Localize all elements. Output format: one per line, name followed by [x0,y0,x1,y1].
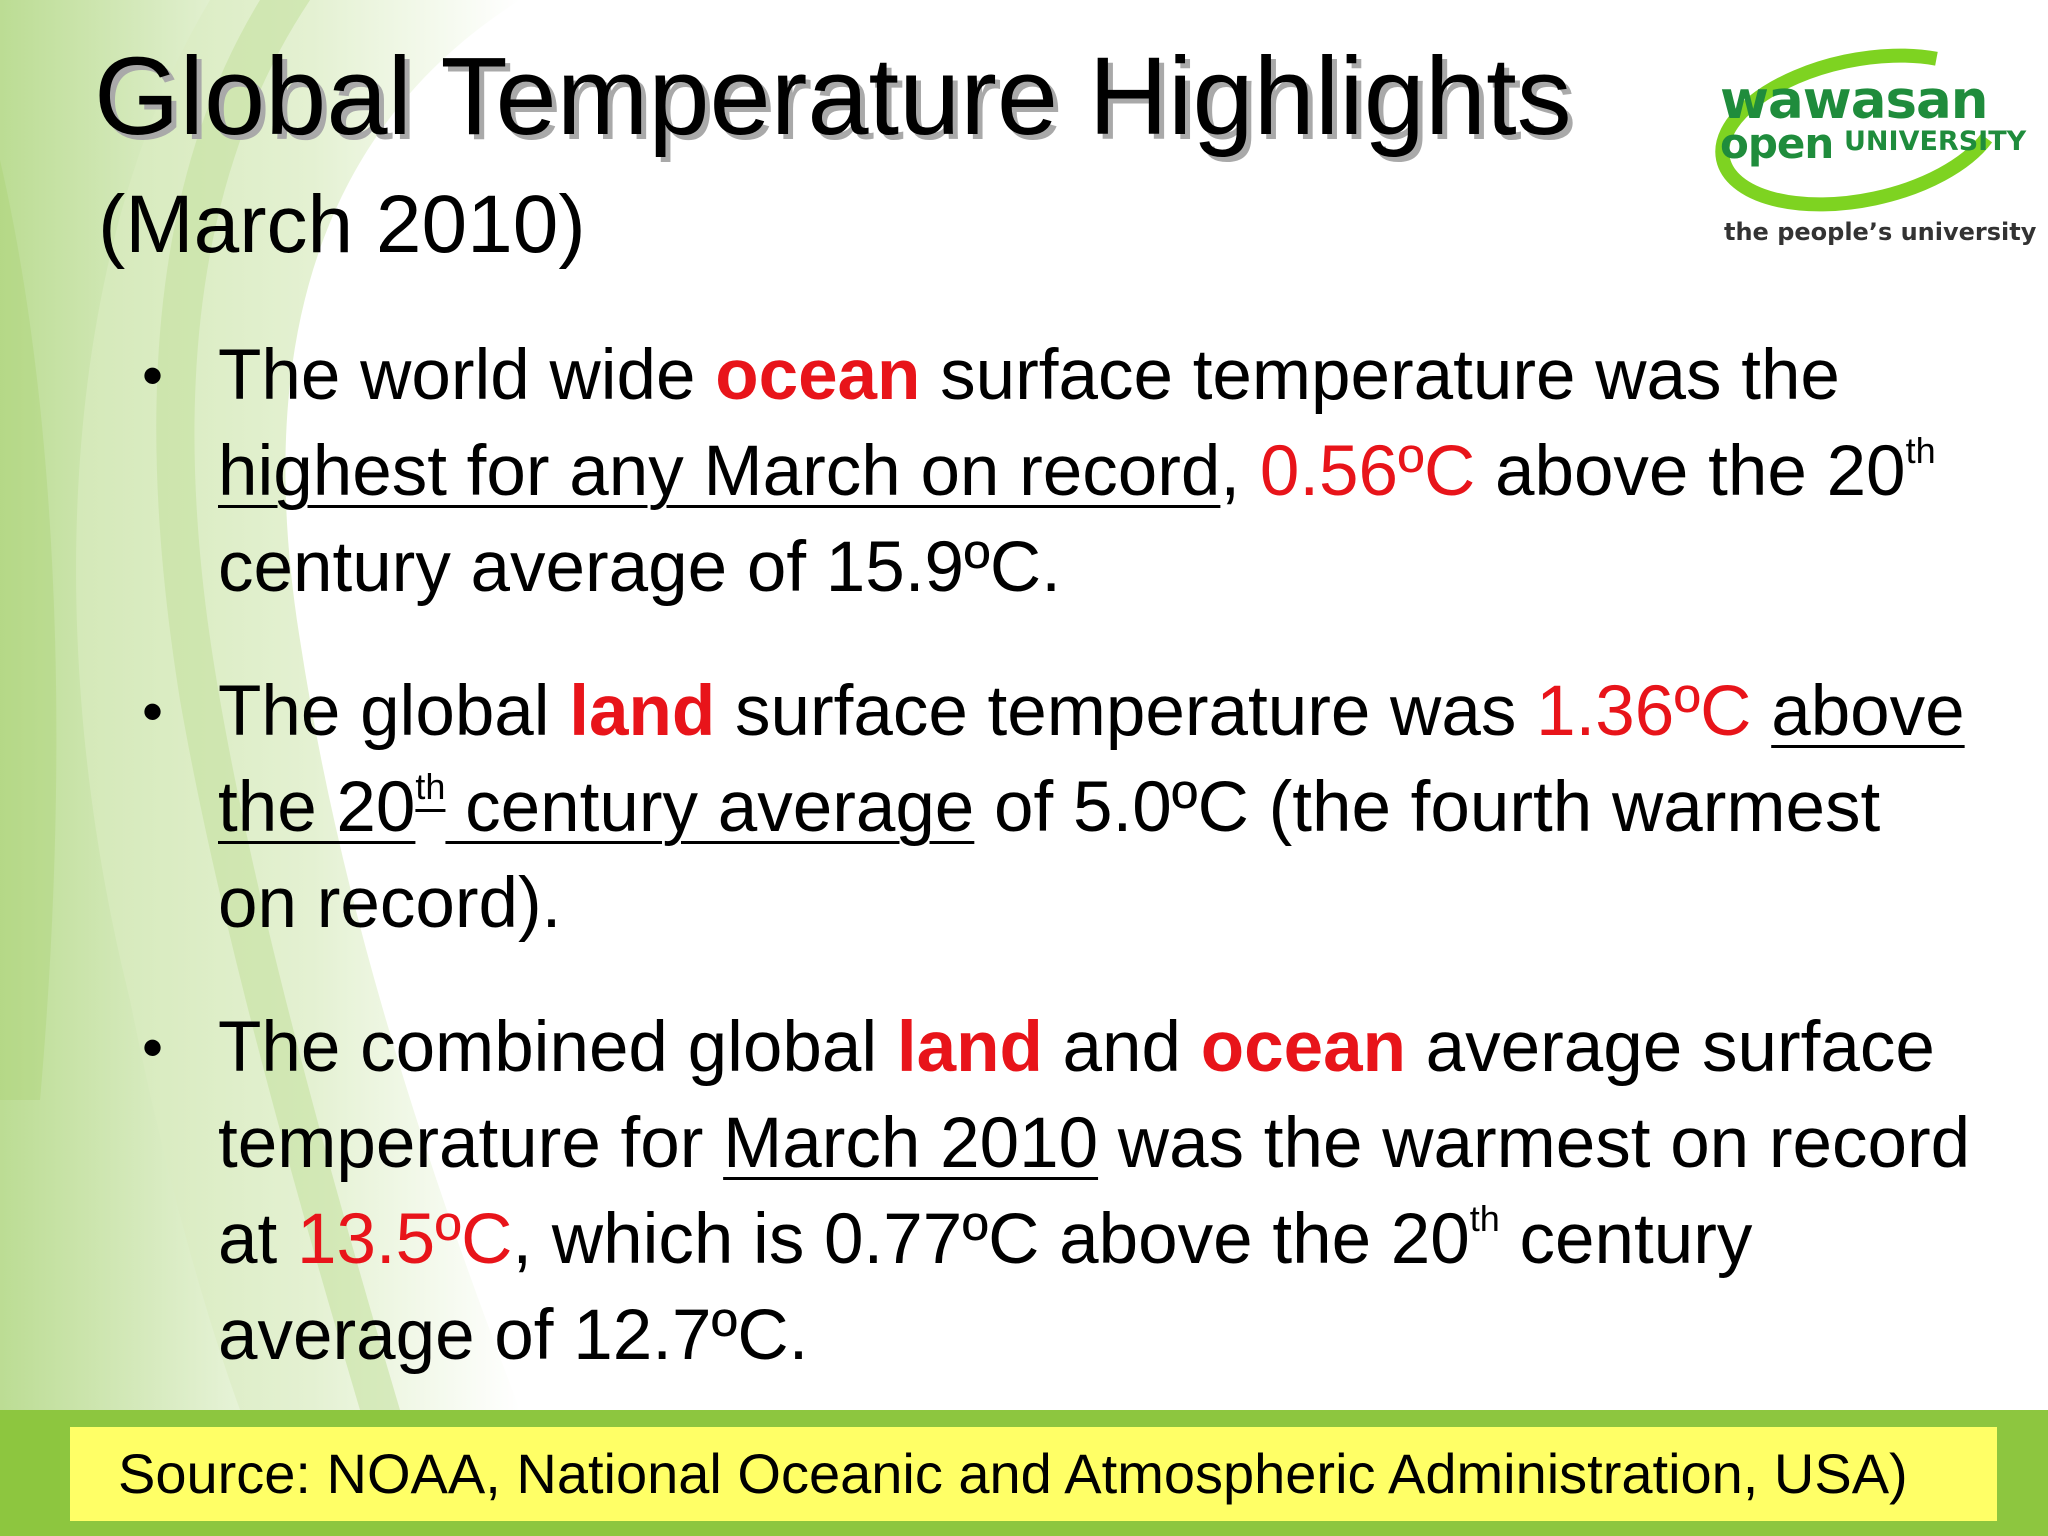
slide-title: Global Temperature Highlights [94,35,1572,158]
underline-highest-record: highest for any March on record [218,432,1221,511]
underline-march-2010: March 2010 [723,1104,1099,1183]
bullet-ocean-temperature: • The world wide ocean surface temperatu… [142,328,1978,616]
logo-wordmark-wawasan: wawasan [1720,70,1988,131]
bullet-combined-temperature: • The combined global land and ocean ave… [142,1000,1978,1384]
logo-wordmark-university: UNIVERSITY [1844,126,2027,157]
highlight-land: land [569,672,716,751]
logo-tagline: the people’s university [1724,218,2037,246]
underline-above-20th: above the 20 [218,672,1965,847]
university-logo: wawasan open UNIVERSITY the people’s uni… [1700,30,2036,260]
bullet-point-icon: • [142,1014,164,1081]
highlight-ocean: ocean [715,336,921,415]
slide-subtitle: (March 2010) [98,179,586,270]
source-citation: Source: NOAA, National Oceanic and Atmos… [70,1427,1997,1521]
highlight-land: land [896,1008,1043,1087]
logo-ring [1715,48,2005,212]
highlight-ocean: ocean [1200,1008,1406,1087]
bullet-point-icon: • [142,678,164,745]
logo-wordmark-open: open [1720,119,1834,168]
value-land-anomaly: 1.36ºC [1536,672,1752,751]
value-combined-temperature: 13.5ºC [296,1200,513,1279]
value-ocean-anomaly: 0.56ºC [1259,432,1476,511]
bullet-land-temperature: • The global land surface temperature wa… [142,664,1978,952]
bullet-point-icon: • [142,342,164,409]
underline-century-average: century average [445,768,975,847]
